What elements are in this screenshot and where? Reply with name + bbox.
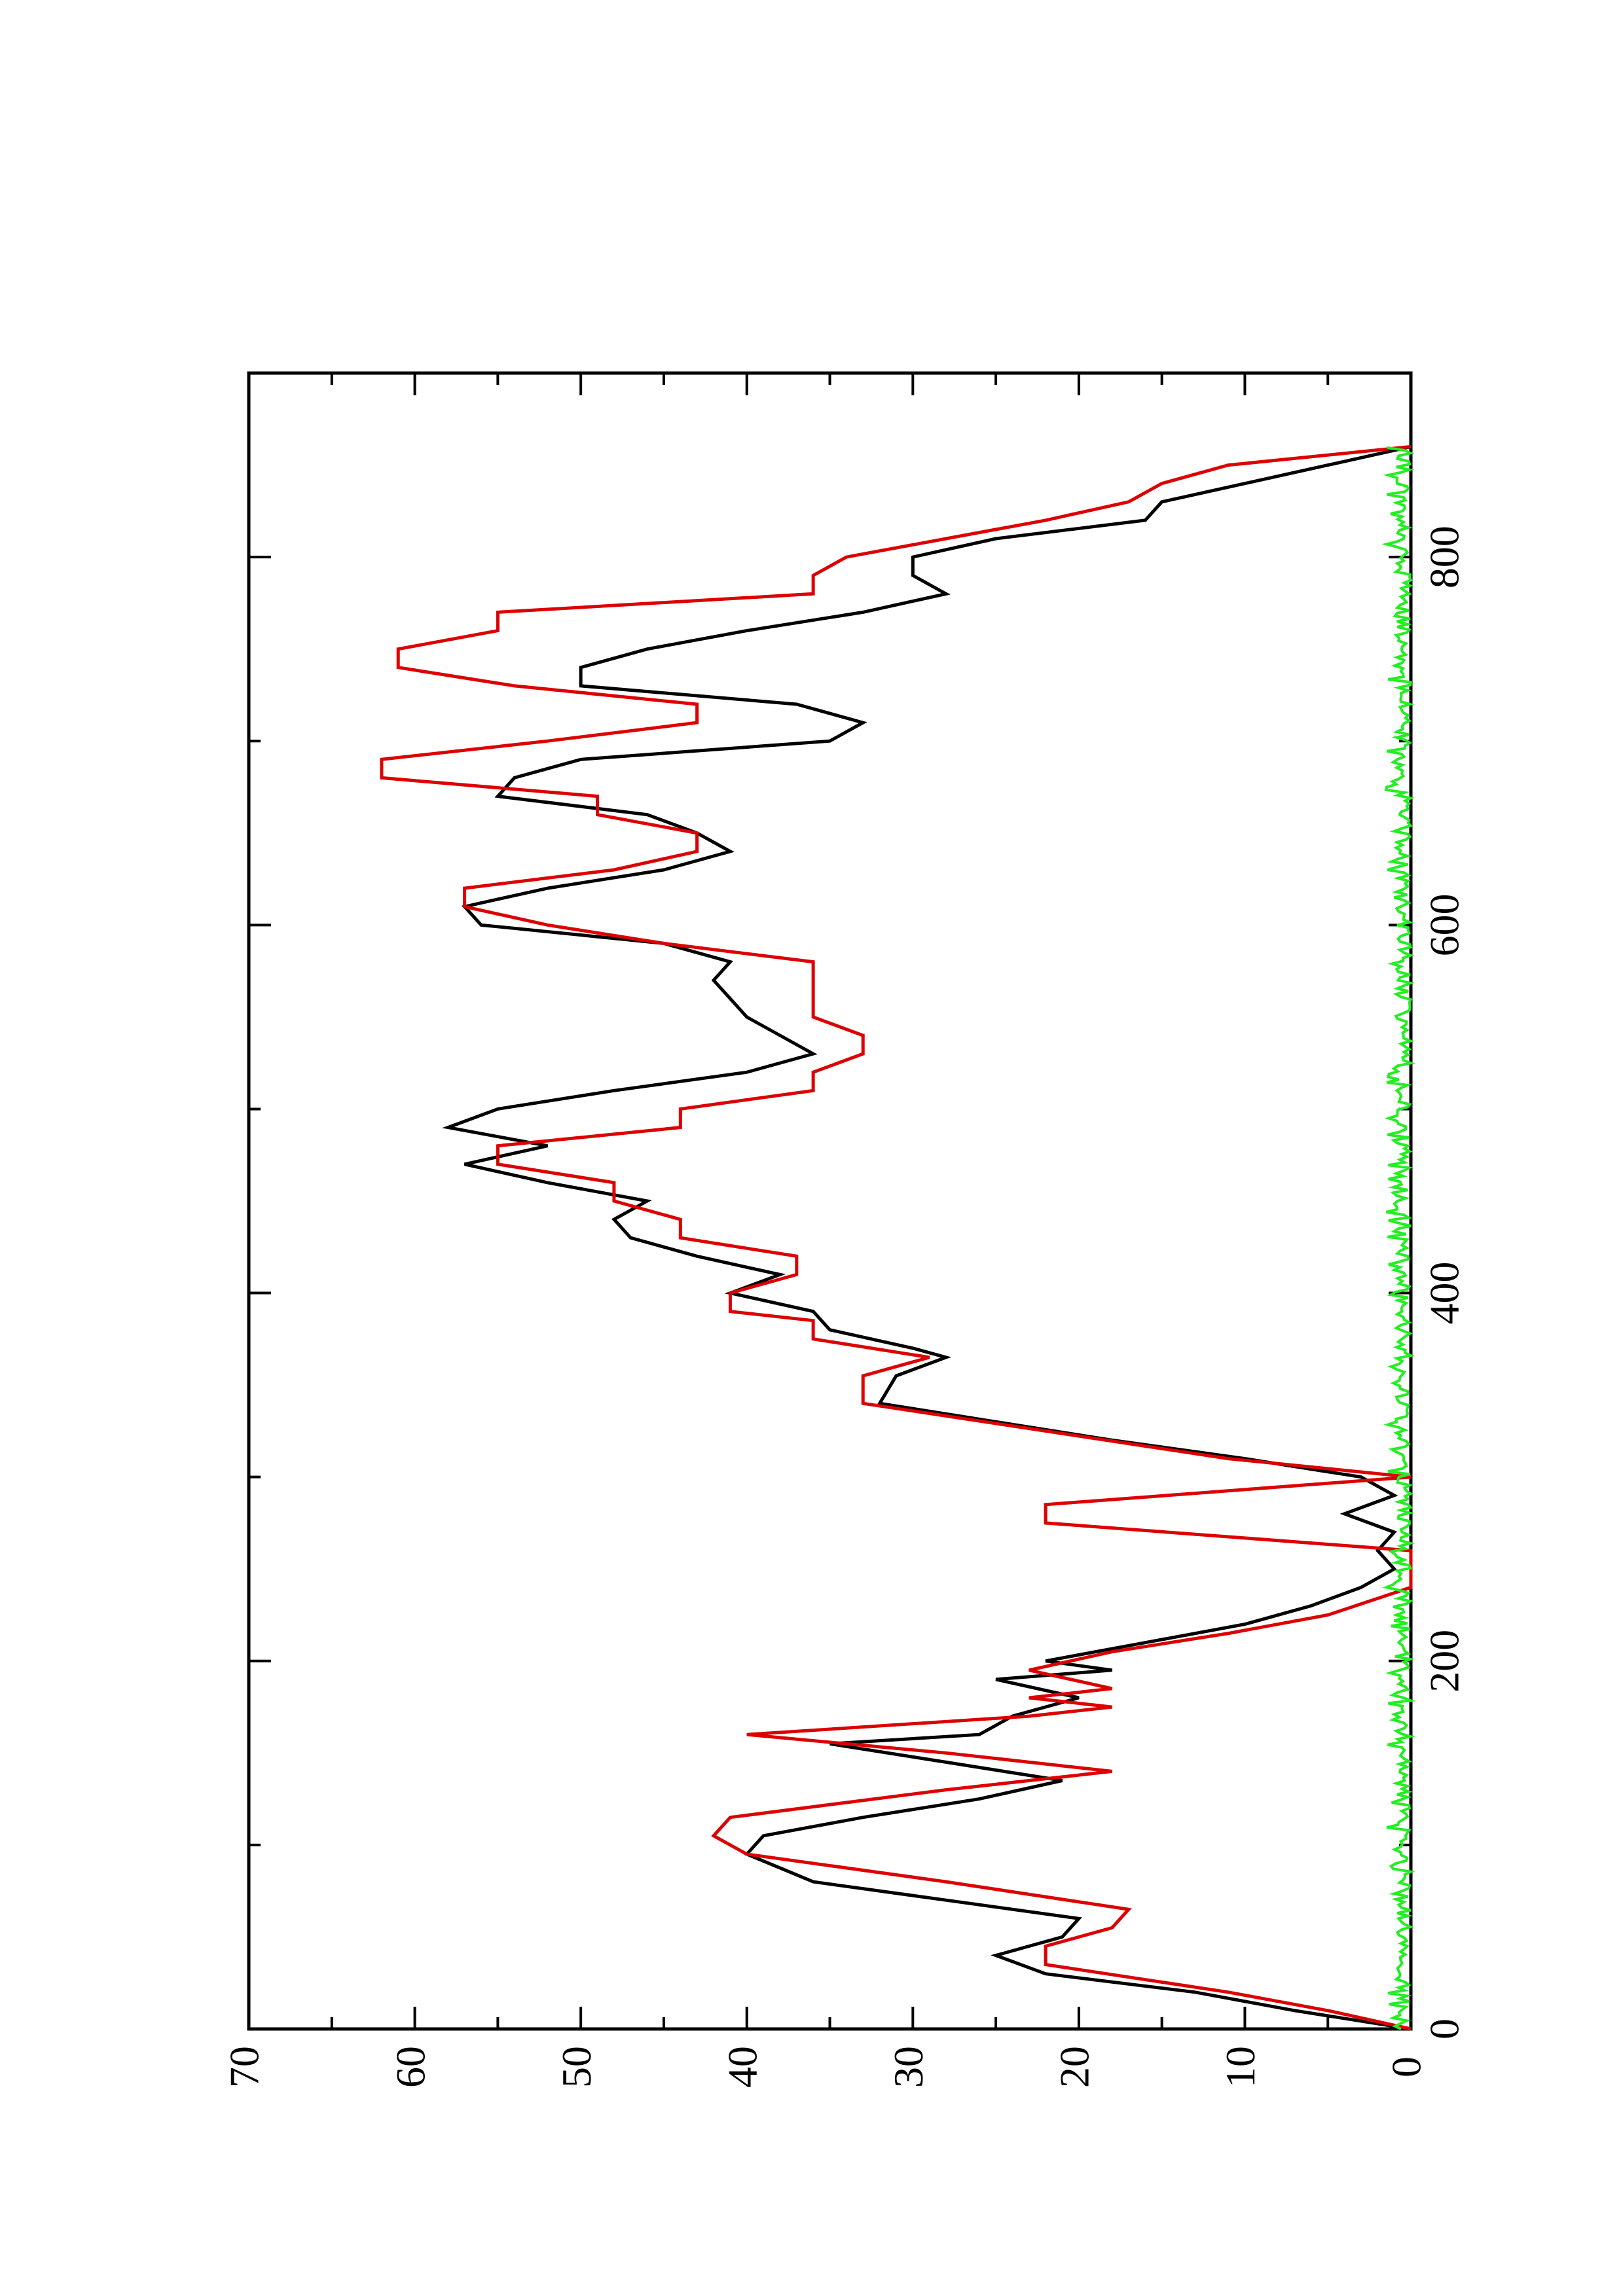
plot-frame xyxy=(247,371,1413,2031)
value-axis-tick-label: 10 xyxy=(1217,2046,1264,2088)
value-axis-tick-label: 40 xyxy=(719,2046,765,2088)
value-axis-tick-label: 30 xyxy=(885,2046,932,2088)
value-axis-tick-label: 50 xyxy=(553,2046,600,2088)
plot-area: 0 10 20 30 40 50 60 70 0 200 400 600 800 xyxy=(221,371,1468,2088)
x-axis-tick-label: 0 xyxy=(1421,2018,1468,2039)
red-series-line xyxy=(380,444,1413,2031)
axis-ticks: 0 10 20 30 40 50 60 70 0 200 400 600 800 xyxy=(221,372,1468,2088)
x-axis-tick-label: 400 xyxy=(1421,1262,1468,1325)
noise-series-line xyxy=(1381,446,1416,2030)
black-series-line xyxy=(441,444,1412,2031)
series-layer xyxy=(380,444,1416,2031)
value-axis-tick-label: 0 xyxy=(1383,2056,1430,2077)
value-axis-tick-label: 20 xyxy=(1051,2046,1098,2088)
x-axis-tick-label: 800 xyxy=(1421,526,1468,588)
x-axis-tick-label: 600 xyxy=(1421,893,1468,956)
value-axis-tick-label: 60 xyxy=(387,2046,433,2088)
value-axis-tick-label: 70 xyxy=(221,2046,268,2088)
x-axis-tick-label: 200 xyxy=(1421,1630,1468,1693)
